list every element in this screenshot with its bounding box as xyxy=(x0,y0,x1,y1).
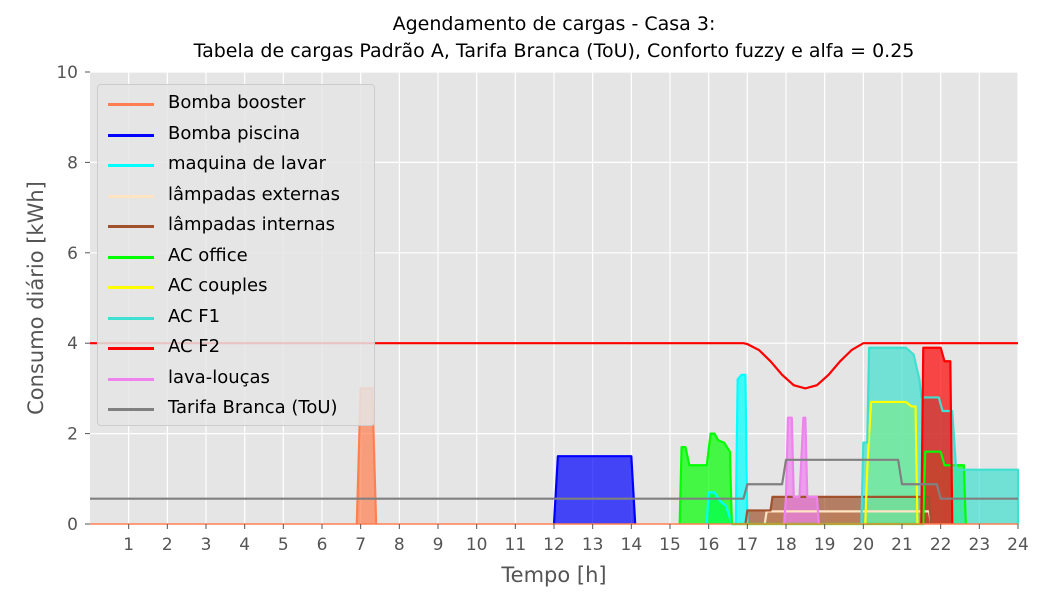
x-axis-label: Tempo [h] xyxy=(501,563,607,587)
legend-label: lâmpadas internas xyxy=(168,214,336,235)
chart-title: Agendamento de cargas - Casa 3: xyxy=(392,13,716,35)
legend-label: AC office xyxy=(168,244,248,266)
line-ac-f1 xyxy=(860,346,1020,525)
x-tick-label: 9 xyxy=(433,535,444,555)
x-tick-label: 22 xyxy=(930,535,952,555)
y-tick-label: 6 xyxy=(67,244,78,264)
x-tick-label: 4 xyxy=(239,535,250,555)
x-tick-label: 11 xyxy=(505,535,527,555)
legend-swatch xyxy=(108,194,154,198)
legend-swatch xyxy=(108,103,154,106)
x-tick-label: 17 xyxy=(737,535,759,555)
legend-label: AC couples xyxy=(168,275,268,296)
x-tick-label: 24 xyxy=(1007,535,1029,555)
x-tick-label: 5 xyxy=(278,535,289,555)
line-ac-couples xyxy=(864,400,919,525)
line-tarifa-branca-tou xyxy=(90,458,1018,500)
x-tick-label: 21 xyxy=(891,535,913,555)
x-tick-label: 23 xyxy=(969,535,991,555)
chart-subtitle: Tabela de cargas Padrão A, Tarifa Branca… xyxy=(193,40,915,62)
legend-swatch xyxy=(108,164,154,167)
x-tick-label: 15 xyxy=(659,535,681,555)
line-bomba-piscina xyxy=(552,455,637,525)
x-tick-label: 8 xyxy=(394,535,405,555)
x-tick-label: 19 xyxy=(814,535,836,555)
x-tick-label: 6 xyxy=(317,535,328,555)
y-tick-label: 4 xyxy=(67,334,78,354)
legend-item-lava-loucas: lava-louças xyxy=(98,364,374,394)
line-ac-f2 xyxy=(920,346,954,525)
legend-label: AC F2 xyxy=(168,336,221,357)
area-ac-f2 xyxy=(921,347,953,524)
legend-item-tarifa-branca-tou: Tarifa Branca (ToU) xyxy=(98,394,374,424)
x-tick-label: 12 xyxy=(543,535,565,555)
legend-item-ac-f2: AC F2 xyxy=(98,333,374,363)
comfort-limit-line xyxy=(90,342,1018,390)
legend-swatch xyxy=(108,316,154,320)
legend-swatch xyxy=(108,347,154,350)
legend-label: Tarifa Branca (ToU) xyxy=(168,397,338,418)
legend-swatch xyxy=(108,408,154,411)
x-tick-label: 1 xyxy=(123,535,134,555)
y-axis-label: Consumo diário [kWh] xyxy=(24,181,48,415)
legend-item-lampadas-externas: lâmpadas externas xyxy=(98,181,374,211)
legend-swatch xyxy=(108,133,154,137)
legend: Bomba booster Bomba piscina maquina de lav… xyxy=(97,84,375,426)
legend-item-bomba-booster: Bomba booster xyxy=(98,89,374,119)
legend-item-bomba-piscina: Bomba piscina xyxy=(98,120,374,150)
legend-label: Bomba piscina xyxy=(168,122,301,144)
x-tick-label: 3 xyxy=(201,535,212,555)
line-lampadas-internas xyxy=(744,495,933,525)
x-tick-label: 14 xyxy=(621,535,643,555)
line-ac-office xyxy=(678,432,967,526)
x-tick-label: 2 xyxy=(162,535,173,555)
y-tick-label: 10 xyxy=(56,63,78,83)
legend-item-lampadas-internas: lâmpadas internas xyxy=(98,211,374,241)
axis-ticks: 1 2 3 4 5 6 7 8 9 10 11 12 13 14 15 16 17 18 19 20 21 22 23 240… xyxy=(56,63,1028,555)
y-tick-label: 0 xyxy=(67,515,78,535)
legend-label: maquina de lavar xyxy=(168,153,326,174)
legend-item-maquina-de-lavar: maquina de lavar xyxy=(98,150,374,180)
legend-swatch xyxy=(108,255,154,259)
legend-swatch xyxy=(108,225,154,228)
legend-item-ac-office: AC office xyxy=(98,242,374,272)
line-lava-loucas xyxy=(782,416,820,525)
x-tick-label: 7 xyxy=(355,535,366,555)
legend-swatch xyxy=(108,286,154,289)
legend-item-ac-couples: AC couples xyxy=(98,272,374,302)
y-tick-label: 2 xyxy=(67,425,78,445)
legend-label: Bomba booster xyxy=(168,92,306,113)
legend-swatch xyxy=(108,377,154,381)
legend-label: lâmpadas externas xyxy=(168,183,341,205)
area-bomba-piscina xyxy=(554,456,636,524)
x-tick-label: 16 xyxy=(698,535,720,555)
legend-label: AC F1 xyxy=(168,305,221,327)
x-tick-label: 20 xyxy=(853,535,875,555)
legend-label: lava-louças xyxy=(168,366,270,388)
legend-item-ac-f1: AC F1 xyxy=(98,303,374,333)
x-tick-label: 13 xyxy=(582,535,604,555)
y-tick-label: 8 xyxy=(67,153,78,173)
x-tick-label: 10 xyxy=(466,535,488,555)
x-tick-label: 18 xyxy=(775,535,797,555)
